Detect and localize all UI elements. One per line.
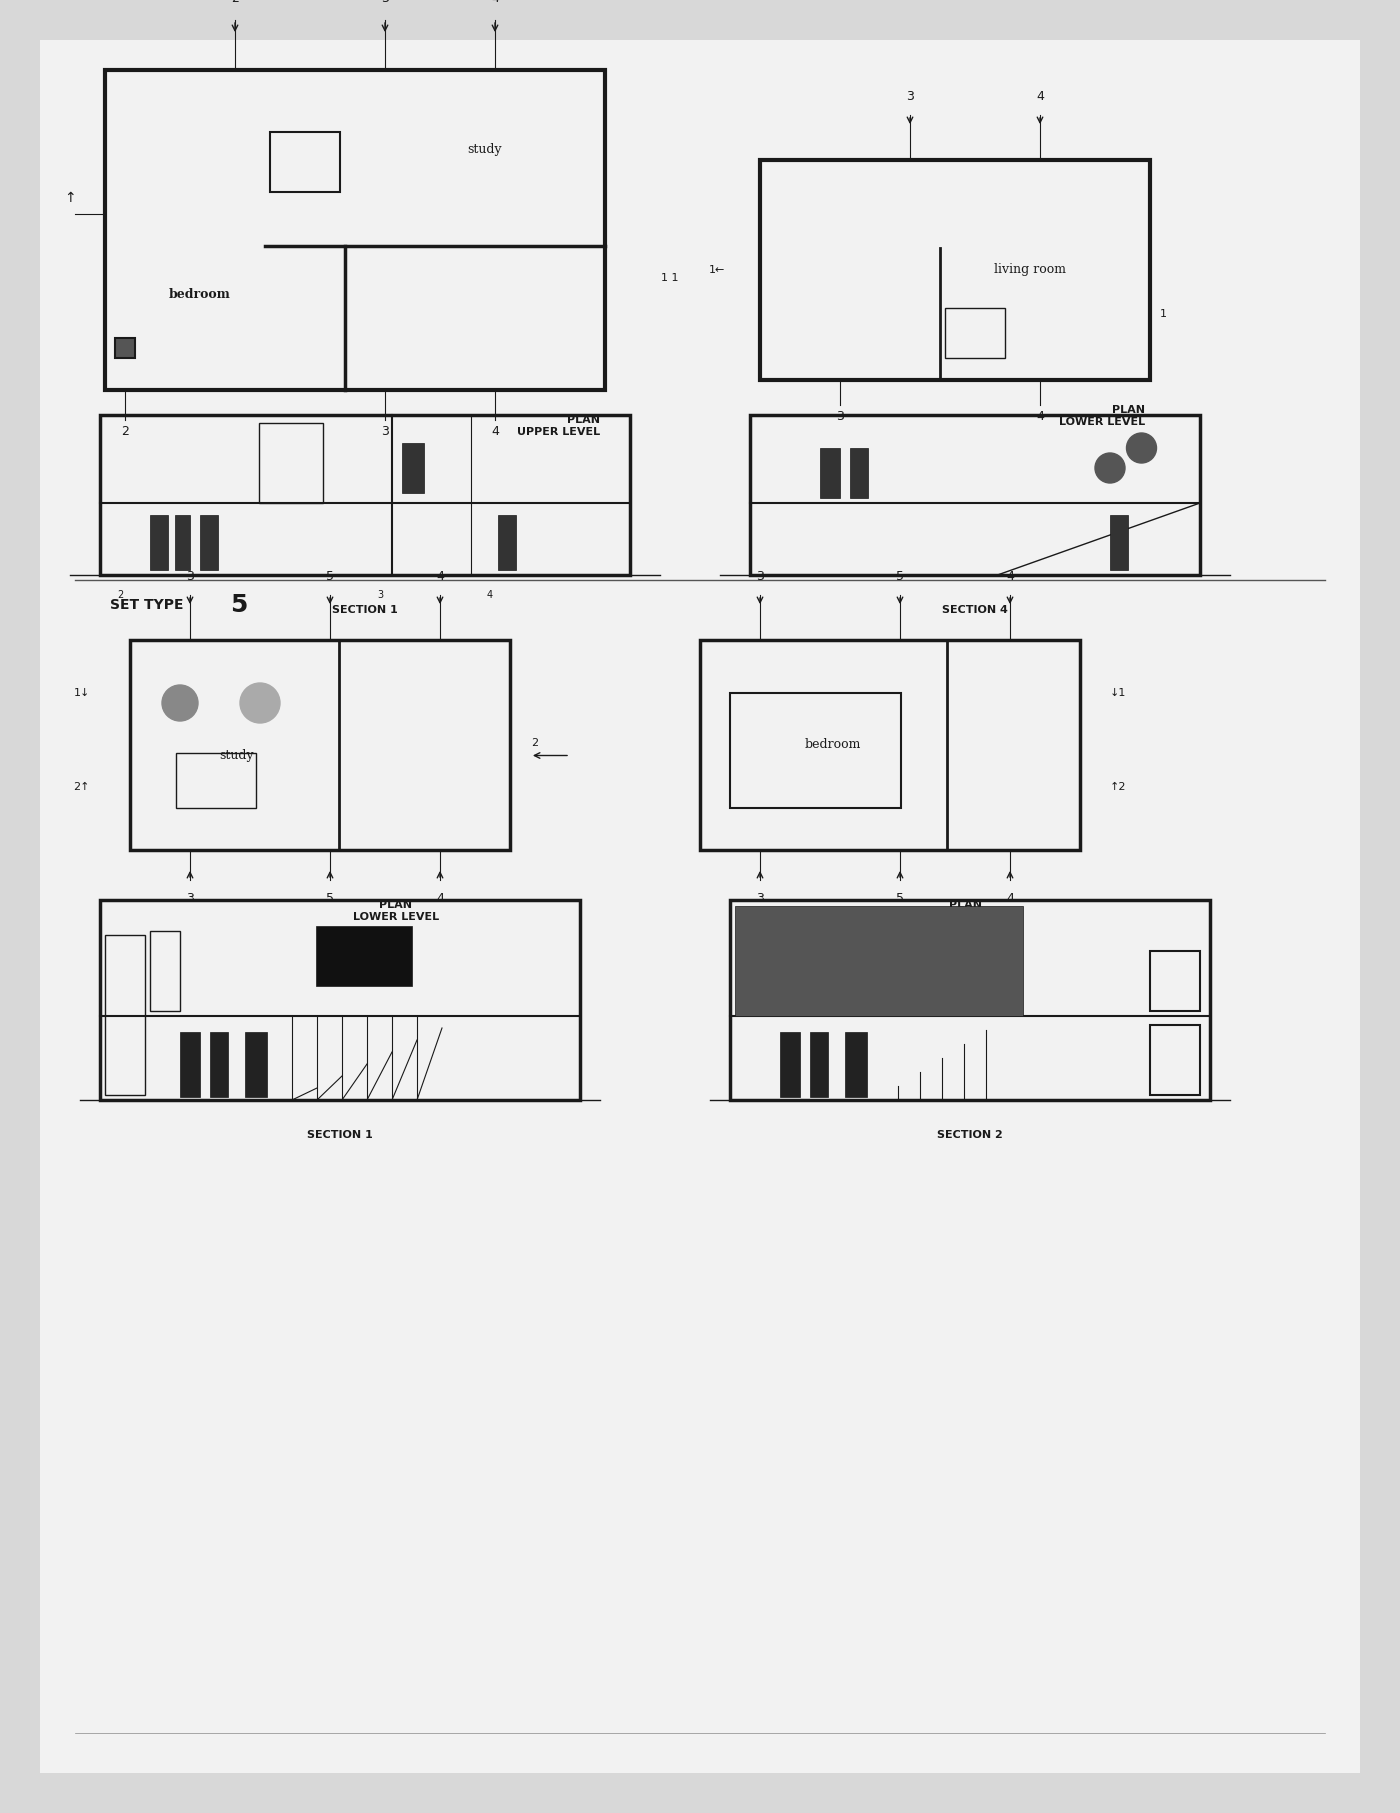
Bar [259, 422, 322, 502]
Bar [820, 448, 840, 499]
Text: SECTION 1: SECTION 1 [332, 606, 398, 615]
Text: ↑2: ↑2 [1110, 781, 1127, 792]
Text: bedroom: bedroom [805, 738, 861, 752]
Bar [150, 932, 181, 1012]
Text: 2: 2 [120, 424, 129, 439]
Bar [175, 752, 256, 809]
Text: 4: 4 [435, 892, 444, 905]
Text: 5: 5 [326, 569, 335, 584]
Text: 2: 2 [231, 0, 239, 5]
Bar [270, 132, 340, 192]
Bar [99, 415, 630, 575]
Bar [150, 515, 168, 569]
Text: 5: 5 [896, 569, 904, 584]
Text: 1↓: 1↓ [74, 687, 90, 698]
Text: 3: 3 [377, 589, 384, 600]
Text: 2↑: 2↑ [73, 781, 90, 792]
Text: 4: 4 [491, 424, 498, 439]
Circle shape [1095, 453, 1126, 482]
Text: PLAN
UPPER LEVEL: PLAN UPPER LEVEL [924, 899, 1008, 921]
Bar [497, 515, 515, 569]
Bar [105, 71, 605, 390]
Text: 3: 3 [836, 410, 844, 422]
Text: 5: 5 [896, 892, 904, 905]
Bar [1149, 1024, 1200, 1095]
Circle shape [239, 684, 280, 723]
Text: 1←: 1← [708, 265, 725, 276]
Bar [780, 1032, 799, 1097]
Bar [760, 160, 1149, 381]
Text: 3: 3 [381, 424, 389, 439]
Bar [945, 308, 1005, 357]
Bar [1149, 952, 1200, 1012]
Bar [115, 337, 134, 357]
Text: 1 1: 1 1 [661, 274, 679, 283]
Text: 4: 4 [435, 569, 444, 584]
Text: SECTION 1: SECTION 1 [307, 1129, 372, 1140]
Circle shape [162, 685, 197, 722]
Text: 3: 3 [381, 0, 389, 5]
Text: PLAN
LOWER LEVEL: PLAN LOWER LEVEL [1058, 404, 1145, 426]
Text: 5: 5 [230, 593, 248, 616]
Text: 4: 4 [491, 0, 498, 5]
Text: 4: 4 [1007, 892, 1014, 905]
Text: 3: 3 [186, 569, 195, 584]
Text: PLAN
UPPER LEVEL: PLAN UPPER LEVEL [517, 415, 601, 437]
Text: 3: 3 [906, 91, 914, 103]
Text: ↓1: ↓1 [1110, 687, 1127, 698]
Text: 1: 1 [1161, 308, 1168, 319]
Bar [130, 640, 510, 850]
Bar [99, 899, 580, 1100]
Text: 3: 3 [756, 569, 764, 584]
Bar [210, 1032, 228, 1097]
Bar [750, 415, 1200, 575]
Text: 2: 2 [116, 589, 123, 600]
Circle shape [1127, 433, 1156, 462]
Text: study: study [468, 143, 503, 156]
Text: 4: 4 [1036, 410, 1044, 422]
Text: SET TYPE: SET TYPE [111, 598, 183, 613]
Bar [700, 640, 1079, 850]
Text: bedroom: bedroom [169, 288, 231, 301]
Text: 2: 2 [532, 738, 539, 747]
Bar [175, 515, 190, 569]
Text: PLAN
LOWER LEVEL: PLAN LOWER LEVEL [353, 899, 440, 921]
Text: living room: living room [994, 263, 1065, 277]
Bar [735, 906, 1023, 1015]
Bar [850, 448, 868, 499]
Bar [729, 693, 902, 809]
Text: 4: 4 [1036, 91, 1044, 103]
Text: ↑: ↑ [64, 190, 76, 205]
Bar [402, 442, 424, 493]
Bar [316, 926, 412, 986]
Bar [729, 899, 1210, 1100]
Bar [245, 1032, 267, 1097]
Bar [181, 1032, 200, 1097]
Text: 4: 4 [487, 589, 493, 600]
Text: 3: 3 [756, 892, 764, 905]
Text: 5: 5 [326, 892, 335, 905]
Bar [846, 1032, 867, 1097]
Text: 4: 4 [1007, 569, 1014, 584]
Text: SECTION 2: SECTION 2 [937, 1129, 1002, 1140]
Text: SECTION 4: SECTION 4 [942, 606, 1008, 615]
Bar [1110, 515, 1128, 569]
Bar [811, 1032, 827, 1097]
Text: 3: 3 [186, 892, 195, 905]
Text: study: study [218, 749, 253, 761]
Bar [105, 936, 146, 1095]
Bar [200, 515, 218, 569]
